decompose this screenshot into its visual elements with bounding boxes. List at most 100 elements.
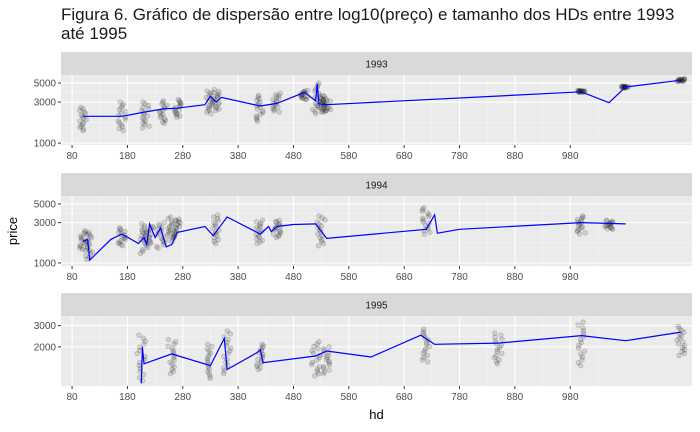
scatter-point	[117, 227, 124, 233]
scatter-point	[203, 109, 210, 115]
scatter-point	[80, 120, 86, 126]
scatter-point	[80, 126, 87, 132]
scatter-point	[215, 88, 222, 95]
x-tick-label: 380	[230, 151, 247, 162]
scatter-point	[166, 230, 173, 236]
scatter-point	[213, 105, 220, 111]
x-tick-label: 80	[67, 272, 79, 283]
scatter-point	[165, 228, 172, 235]
x-axis-title: hd	[369, 407, 383, 422]
x-tick-label: 580	[340, 272, 357, 283]
x-tick-label: 180	[119, 272, 136, 283]
scatter-point	[177, 100, 184, 106]
scatter-point	[260, 343, 267, 349]
x-tick-label: 780	[451, 151, 468, 162]
scatter-point	[147, 240, 153, 247]
chart-title: Figura 6. Gráfico de dispersão entre log…	[61, 5, 675, 43]
scatter-point	[161, 120, 167, 126]
y-tick-label: 2000	[34, 342, 57, 353]
y-tick-label: 1000	[34, 258, 57, 269]
scatter-point	[254, 361, 260, 368]
scatter-point	[675, 341, 682, 347]
scatter-point	[320, 241, 327, 247]
scatter-point	[207, 90, 213, 96]
x-tick-label: 980	[562, 151, 579, 162]
scatter-point	[86, 231, 92, 237]
scatter-point	[216, 106, 222, 112]
scatter-point	[494, 346, 501, 353]
scatter-point	[79, 121, 86, 128]
scatter-point	[254, 115, 260, 121]
scatter-point	[164, 102, 170, 109]
scatter-point	[273, 219, 279, 226]
scatter-point	[674, 337, 680, 343]
scatter-point	[206, 106, 213, 112]
scatter-point	[316, 104, 322, 111]
scatter-point	[256, 226, 262, 233]
scatter-point	[139, 227, 145, 233]
scatter-point	[257, 365, 263, 371]
scatter-point	[115, 240, 122, 247]
scatter-point	[420, 350, 426, 356]
scatter-point	[577, 362, 584, 369]
scatter-point	[316, 213, 322, 219]
scatter-point	[80, 106, 86, 112]
scatter-point	[158, 113, 164, 119]
scatter-point	[580, 328, 587, 334]
scatter-point	[82, 247, 89, 254]
scatter-point	[165, 225, 171, 232]
y-tick-label: 3000	[34, 218, 57, 229]
scatter-point	[206, 366, 213, 372]
scatter-point	[574, 227, 581, 234]
x-tick-label: 980	[562, 272, 579, 283]
scatter-point	[607, 224, 613, 231]
scatter-point	[271, 108, 277, 114]
scatter-point	[216, 91, 222, 97]
scatter-point	[81, 109, 88, 115]
scatter-point	[580, 213, 586, 219]
scatter-point	[256, 96, 262, 102]
scatter-point	[212, 221, 219, 228]
scatter-point	[257, 239, 263, 245]
scatter-point	[273, 218, 279, 225]
scatter-point	[213, 223, 219, 230]
scatter-point	[141, 116, 147, 123]
scatter-point	[78, 112, 85, 118]
scatter-point	[83, 117, 89, 123]
scatter-point	[177, 99, 183, 105]
scatter-point	[141, 223, 148, 229]
scatter-point	[582, 230, 588, 236]
scatter-point	[206, 371, 213, 377]
scatter-point	[259, 228, 265, 234]
scatter-point	[499, 336, 505, 342]
scatter-point	[317, 104, 324, 111]
scatter-point	[137, 344, 143, 351]
scatter-point	[325, 105, 331, 112]
scatter-point	[139, 221, 145, 227]
facet-strip	[61, 173, 692, 196]
scatter-point	[492, 334, 498, 340]
x-tick-label: 280	[174, 392, 191, 403]
scatter-point	[141, 230, 147, 237]
scatter-point	[579, 357, 585, 363]
scatter-point	[169, 361, 175, 368]
scatter-point	[494, 348, 500, 355]
scatter-point	[574, 228, 581, 235]
scatter-point	[167, 224, 173, 230]
scatter-point	[116, 106, 123, 113]
scatter-point	[255, 92, 262, 98]
scatter-point	[426, 212, 432, 218]
scatter-point	[309, 348, 315, 354]
scatter-point	[167, 371, 174, 377]
scatter-point	[326, 360, 332, 366]
scatter-point	[204, 357, 211, 363]
scatter-point	[138, 232, 144, 239]
scatter-point	[253, 113, 260, 119]
scatter-point	[170, 368, 177, 375]
scatter-point	[317, 235, 323, 241]
scatter-point	[122, 237, 128, 243]
scatter-point	[327, 98, 334, 104]
scatter-point	[227, 331, 234, 337]
